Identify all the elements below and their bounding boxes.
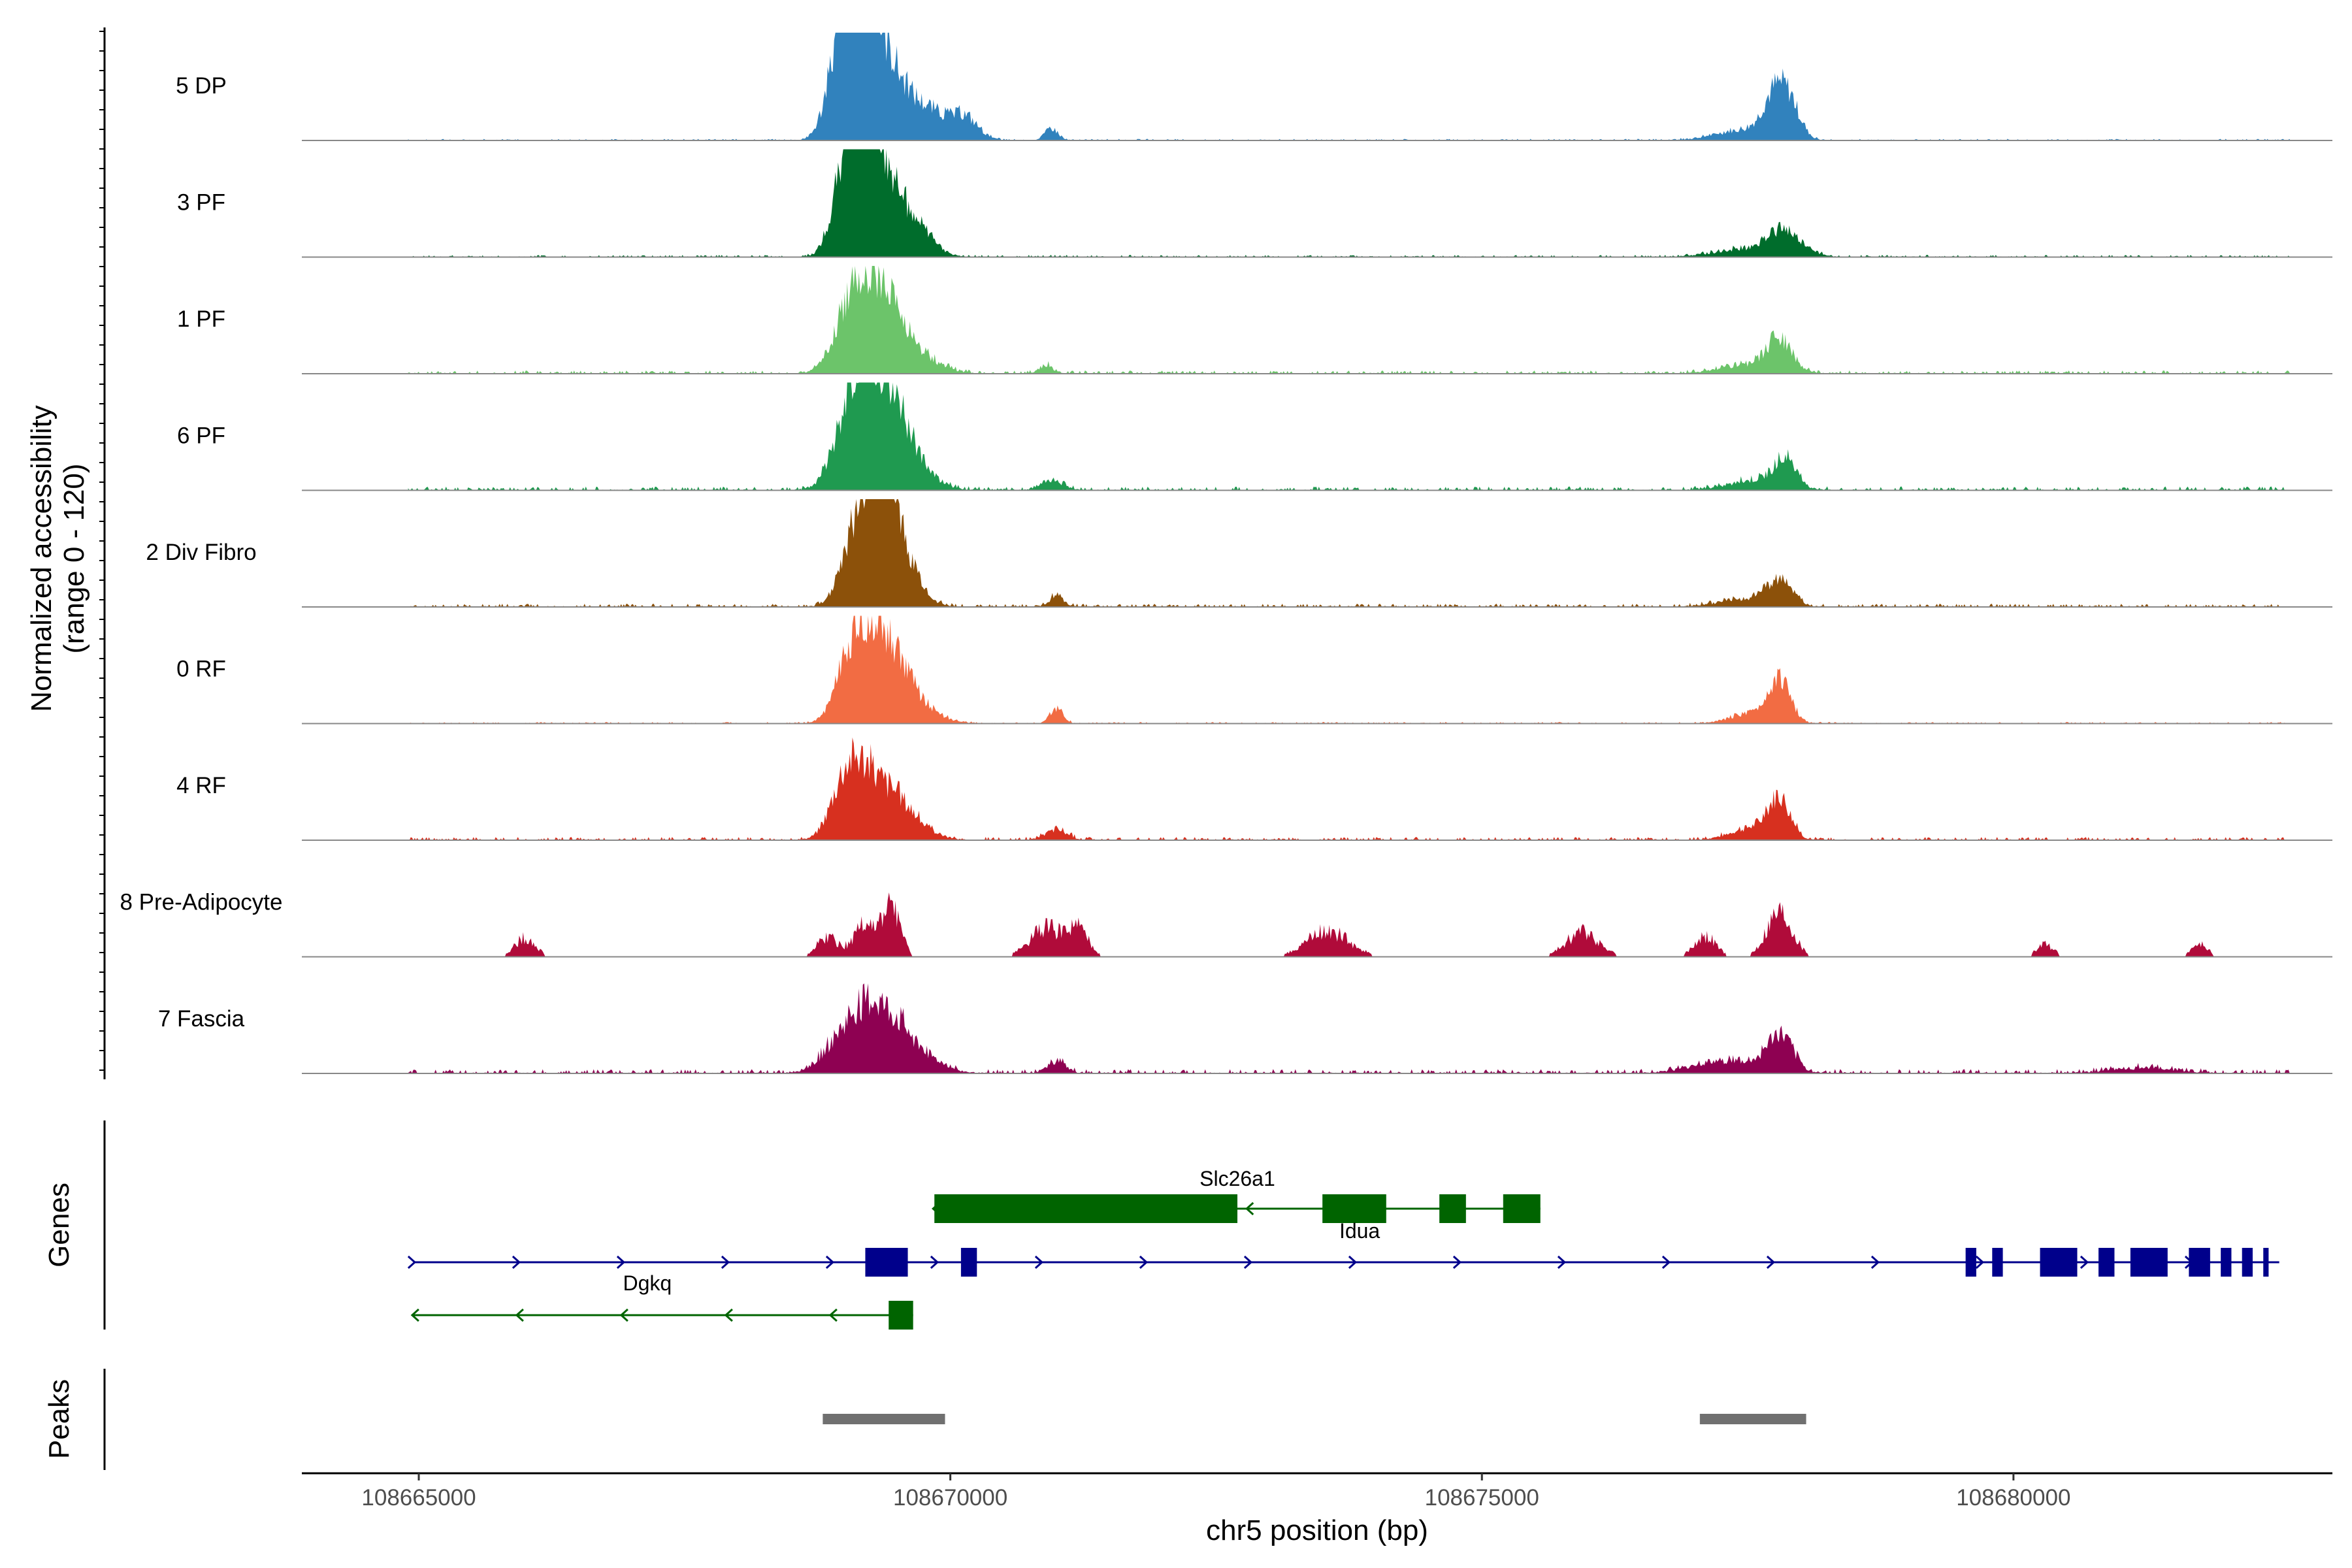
peak-1 xyxy=(1699,1414,1806,1424)
gene-label-2: Dgkq xyxy=(623,1271,672,1295)
strand-arrow xyxy=(1245,1201,1254,1216)
track-area-3 xyxy=(408,382,2290,491)
strand-arrow xyxy=(1557,1255,1567,1269)
strand-arrow xyxy=(1243,1255,1253,1269)
track-label-4: 2 Div Fibro xyxy=(146,540,256,565)
gene-label-1: Idua xyxy=(1339,1219,1380,1243)
strand-arrow xyxy=(619,1308,629,1322)
gene-annotations: Slc26a1 Idua Dgkq xyxy=(407,1167,2279,1330)
strand-arrow xyxy=(1348,1255,1358,1269)
coverage-y-axis-subtitle: (range 0 - 120) xyxy=(58,463,90,653)
exon-1-7 xyxy=(2189,1248,2210,1277)
exon-1-0 xyxy=(865,1248,908,1277)
exon-1-5 xyxy=(2099,1248,2115,1277)
track-area-6 xyxy=(408,737,2290,840)
gene-idua: Idua xyxy=(407,1219,2279,1277)
x-axis-title: chr5 position (bp) xyxy=(1206,1514,1428,1546)
track-0: 5 DP xyxy=(176,33,2332,141)
track-label-7: 8 Pre-Adipocyte xyxy=(120,890,282,915)
track-area-1 xyxy=(408,149,2290,257)
exon-0-0 xyxy=(934,1194,1237,1223)
coverage-y-axis-title: Normalized accessibility xyxy=(25,405,57,711)
track-label-6: 4 RF xyxy=(176,773,226,798)
track-3: 6 PF xyxy=(177,382,2332,491)
gene-label-0: Slc26a1 xyxy=(1200,1167,1275,1190)
peak-0 xyxy=(823,1414,945,1424)
track-label-8: 7 Fascia xyxy=(158,1006,245,1032)
track-area-4 xyxy=(408,499,2290,607)
x-axis-ticks: 108665000 108670000 108675000 108680000 xyxy=(361,1473,2070,1511)
strand-arrow xyxy=(1975,1255,1985,1269)
strand-arrow xyxy=(828,1308,838,1322)
track-2: 1 PF xyxy=(177,266,2332,374)
exon-1-9 xyxy=(2242,1248,2253,1277)
strand-arrow xyxy=(2080,1255,2089,1269)
track-label-3: 6 PF xyxy=(177,423,225,449)
x-tick-label-2: 108675000 xyxy=(1425,1485,1539,1511)
track-label-2: 1 PF xyxy=(177,306,225,332)
track-label-5: 0 RF xyxy=(176,657,226,682)
exon-0-2 xyxy=(1439,1194,1466,1223)
strand-arrow xyxy=(512,1255,521,1269)
gene-dgkq: Dgkq xyxy=(410,1271,913,1330)
strand-arrow xyxy=(721,1255,730,1269)
genes-panel-title: Genes xyxy=(43,1183,75,1267)
x-tick-label-3: 108680000 xyxy=(1956,1485,2070,1511)
exon-1-4 xyxy=(2040,1248,2078,1277)
strand-arrow xyxy=(1766,1255,1776,1269)
x-tick-label-1: 108670000 xyxy=(893,1485,1007,1511)
track-area-0 xyxy=(408,33,2290,140)
strand-arrow xyxy=(724,1308,733,1322)
gene-slc26a1: Slc26a1 xyxy=(931,1167,1541,1223)
strand-arrow xyxy=(1139,1255,1149,1269)
track-6: 4 RF xyxy=(176,737,2332,841)
track-label-1: 3 PF xyxy=(177,190,225,216)
strand-arrow xyxy=(1661,1255,1671,1269)
track-area-7 xyxy=(408,892,2290,957)
track-area-8 xyxy=(408,983,2290,1073)
coverage-tracks: 5 DP 3 PF 1 PF 6 PF 2 Div Fibro 0 RF 4 RF 8 Pre… xyxy=(120,33,2332,1074)
track-5: 0 RF xyxy=(176,615,2332,725)
track-area-5 xyxy=(408,615,2290,724)
coverage-y-ticks xyxy=(99,31,105,1071)
exon-0-3 xyxy=(1503,1194,1541,1223)
strand-arrow xyxy=(1452,1255,1462,1269)
strand-arrow xyxy=(407,1255,417,1269)
peak-regions xyxy=(823,1414,1806,1424)
peaks-panel-title: Peaks xyxy=(43,1379,75,1459)
exon-1-1 xyxy=(960,1248,977,1277)
exon-1-2 xyxy=(1965,1248,1976,1277)
x-tick-label-0: 108665000 xyxy=(361,1485,476,1511)
exon-1-6 xyxy=(2130,1248,2168,1277)
strand-arrow xyxy=(930,1255,939,1269)
track-8: 7 Fascia xyxy=(158,983,2332,1074)
strand-arrow xyxy=(410,1308,419,1322)
exon-1-8 xyxy=(2221,1248,2232,1277)
exon-2-0 xyxy=(889,1301,913,1330)
track-area-2 xyxy=(408,266,2290,374)
exon-1-3 xyxy=(1992,1248,2003,1277)
track-4: 2 Div Fibro xyxy=(146,499,2332,608)
track-1: 3 PF xyxy=(177,149,2332,258)
exon-0-1 xyxy=(1322,1194,1386,1223)
strand-arrow xyxy=(1034,1255,1044,1269)
strand-arrow xyxy=(515,1308,524,1322)
strand-arrow xyxy=(825,1255,835,1269)
strand-arrow xyxy=(616,1255,626,1269)
exon-1-10 xyxy=(2263,1248,2269,1277)
strand-arrow xyxy=(1870,1255,1880,1269)
track-label-0: 5 DP xyxy=(176,73,227,99)
track-7: 8 Pre-Adipocyte xyxy=(120,890,2332,958)
